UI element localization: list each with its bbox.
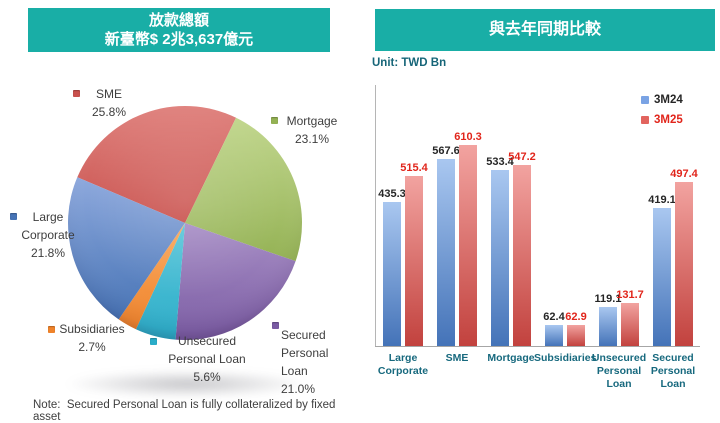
category-label-secured-personal-loan: Secured Personal Loan: [650, 352, 696, 390]
pie-label-subsidiaries-pct: 2.7%: [78, 340, 106, 354]
pie-label-subsidiaries: Subsidiaries 2.7%: [48, 320, 125, 356]
legend-item-3m24: 3M24: [641, 90, 683, 110]
unit-label: Unit: TWD Bn: [372, 57, 447, 69]
bar-3m24-sme: [437, 159, 455, 346]
pie-drop-shadow: [64, 370, 310, 398]
legend-swatch-3m24-icon: [641, 96, 649, 104]
x-axis-line: [375, 346, 700, 347]
legend-label-3m24: 3M24: [654, 94, 683, 106]
pie-label-sme-pct: 25.8%: [91, 105, 127, 119]
value-label-3m25-mortgage: 547.2: [508, 151, 536, 163]
bar-3m25-mortgage: [513, 165, 531, 346]
value-label-3m25-unsecured-personal-loan: 131.7: [616, 289, 644, 301]
loans-total-panel: 放款總額 新臺幣$ 2兆3,637億元 SME 25.8% Mortgage 2…: [0, 8, 360, 423]
legend-label-3m25: 3M25: [654, 114, 683, 126]
pie-label-unsecured-personal-loan: Unsecured Personal Loan 5.6%: [150, 332, 246, 386]
pie-label-subsidiaries-text: Subsidiaries: [59, 322, 125, 336]
value-label-3m24-mortgage: 533.4: [486, 156, 514, 168]
bar-chart: 435.3 515.4 567.6 610.3 533.4 547.2 62.4 62.9 11…: [375, 85, 705, 390]
pie-chart: SME 25.8% Mortgage 23.1% Large Corporate…: [0, 52, 360, 398]
pie-label-secured-personal-loan: Secured Personal Loan 21.0%: [272, 322, 357, 398]
category-label-unsecured-personal-loan: Unsecured Personal Loan: [591, 352, 647, 390]
bar-3m24-secured-personal-loan: [653, 208, 671, 346]
pie-label-sme: SME 25.8%: [73, 85, 132, 121]
bar-3m25-sme: [459, 145, 477, 346]
pie-label-large-corporate-pct: 21.8%: [30, 246, 66, 260]
category-label-sme: SME: [445, 352, 469, 364]
legend-swatch-3m25-icon: [641, 116, 649, 124]
pie-title-bar: 放款總額 新臺幣$ 2兆3,637億元: [28, 8, 330, 52]
pie-title-line1: 放款總額: [148, 12, 209, 29]
bar-3m25-large-corporate: [405, 176, 423, 346]
pie-label-mortgage-pct: 23.1%: [294, 132, 330, 146]
value-label-3m25-secured-personal-loan: 497.4: [670, 168, 698, 180]
bar-3m24-mortgage: [491, 170, 509, 346]
pie-label-large-corporate-text: Large Corporate: [21, 210, 75, 242]
pie-label-mortgage-text: Mortgage: [286, 114, 338, 128]
bar-title-bar: 與去年同期比較: [375, 9, 715, 51]
bar-3m25-secured-personal-loan: [675, 182, 693, 346]
value-label-3m25-sme: 610.3: [454, 131, 482, 143]
value-label-3m24-unsecured-personal-loan: 119.1: [594, 293, 622, 305]
value-label-3m25-subsidiaries: 62.9: [565, 311, 587, 323]
subsidiaries-swatch-icon: [48, 326, 55, 333]
unsecured-personal-loan-swatch-icon: [150, 338, 157, 345]
sme-swatch-icon: [73, 90, 80, 97]
value-label-3m24-sme: 567.6: [432, 145, 460, 157]
category-label-large-corporate: Large Corporate: [377, 352, 429, 377]
large-corporate-swatch-icon: [10, 213, 17, 220]
value-label-3m25-large-corporate: 515.4: [400, 162, 428, 174]
value-label-3m24-large-corporate: 435.3: [378, 188, 406, 200]
pie-label-secured-personal-loan-text: Secured Personal Loan: [281, 328, 329, 378]
pie-label-large-corporate: Large Corporate 21.8%: [10, 208, 76, 262]
pie-label-unsecured-personal-loan-text: Unsecured Personal Loan: [168, 334, 246, 366]
bar-3m25-unsecured-personal-loan: [621, 303, 639, 346]
yoy-comparison-panel: 與去年同期比較 Unit: TWD Bn 435.3 515.4 567.6 610.…: [360, 0, 720, 423]
legend: 3M24 3M25: [641, 90, 683, 130]
bar-3m24-unsecured-personal-loan: [599, 307, 617, 346]
value-label-3m24-subsidiaries: 62.4: [543, 311, 565, 323]
bar-title-text: 與去年同期比較: [488, 21, 601, 38]
pie-label-secured-personal-loan-pct: 21.0%: [281, 382, 316, 396]
pie-gloss-overlay: [68, 106, 302, 340]
bar-3m24-large-corporate: [383, 202, 401, 346]
category-label-mortgage: Mortgage: [487, 352, 535, 364]
category-label-subsidiaries: Subsidiaries: [534, 352, 597, 364]
pie-title-line2: 新臺幣$ 2兆3,637億元: [104, 31, 254, 48]
mortgage-swatch-icon: [271, 117, 278, 124]
pie-label-unsecured-personal-loan-pct: 5.6%: [193, 370, 221, 384]
value-label-3m24-secured-personal-loan: 419.1: [648, 194, 676, 206]
footnote: Note: Secured Personal Loan is fully col…: [33, 399, 339, 423]
y-axis-line: [375, 85, 376, 347]
bar-3m25-subsidiaries: [567, 325, 585, 346]
secured-personal-loan-swatch-icon: [272, 322, 279, 329]
pie-graphic: [67, 105, 303, 341]
bar-3m24-subsidiaries: [545, 325, 563, 346]
legend-item-3m25: 3M25: [641, 110, 683, 130]
pie-label-mortgage: Mortgage 23.1%: [271, 112, 341, 148]
pie-label-sme-text: SME: [95, 87, 122, 101]
